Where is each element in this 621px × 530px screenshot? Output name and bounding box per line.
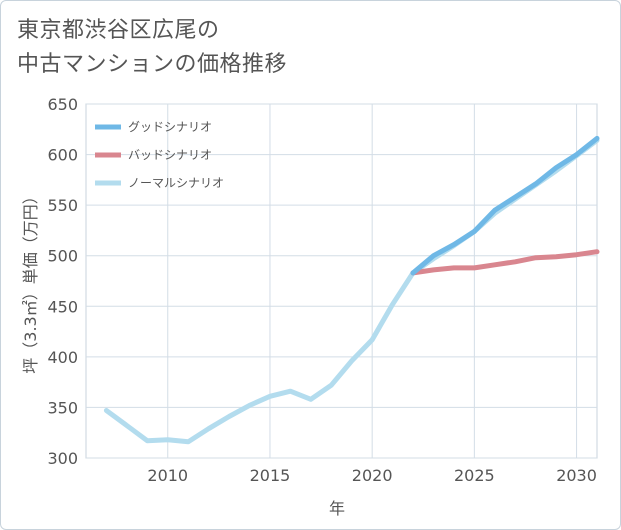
y-tick-label: 600 xyxy=(47,146,78,165)
x-tick-labels: 2010 2015 2020 2025 2030 xyxy=(147,466,597,485)
x-tick-label: 2030 xyxy=(556,466,597,485)
series-line-2 xyxy=(410,249,600,276)
x-tick-label: 2010 xyxy=(147,466,188,485)
y-tick-labels: 300 350 400 450 500 550 600 650 xyxy=(47,95,78,468)
y-tick-label: 300 xyxy=(47,449,78,468)
legend-label: グッドシナリオ xyxy=(128,120,212,134)
plot-area xyxy=(85,103,598,459)
y-tick-label: 450 xyxy=(47,297,78,316)
x-tick-label: 2020 xyxy=(352,466,393,485)
y-tick-label: 400 xyxy=(47,348,78,367)
x-tick-label: 2025 xyxy=(454,466,495,485)
y-tick-label: 650 xyxy=(47,95,78,114)
series-line-1 xyxy=(410,135,600,276)
y-axis-label: 坪（3.3㎡）単価（万円） xyxy=(21,188,40,373)
y-tick-label: 550 xyxy=(47,196,78,215)
legend-label: バッドシナリオ xyxy=(128,148,212,162)
series-lines xyxy=(103,135,600,445)
x-tick-label: 2015 xyxy=(250,466,291,485)
chart-title-line-1: 東京都渋谷区広尾の xyxy=(17,18,220,43)
y-tick-label: 350 xyxy=(47,398,78,417)
legend-label: ノーマルシナリオ xyxy=(128,176,224,190)
chart-title-line-2: 中古マンションの価格推移 xyxy=(17,52,288,77)
y-tick-label: 500 xyxy=(47,247,78,266)
x-axis-label: 年 xyxy=(329,499,345,518)
chart-title: 東京都渋谷区広尾の 中古マンションの価格推移 xyxy=(17,14,287,82)
